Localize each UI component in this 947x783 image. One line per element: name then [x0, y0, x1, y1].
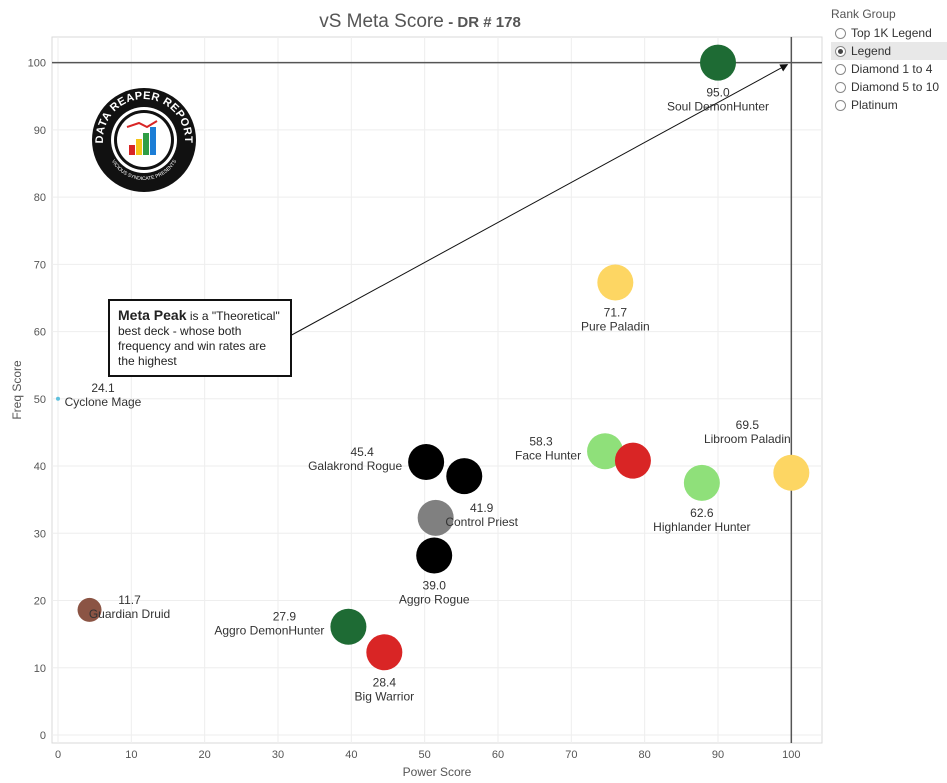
point-name-label: Highlander Hunter: [653, 520, 750, 534]
point-score-label: 27.9: [273, 610, 297, 624]
y-tick-label: 40: [34, 461, 46, 473]
point-score-label: 95.0: [706, 86, 730, 100]
point-name-label: Pure Paladin: [581, 319, 650, 333]
axes: 0 10 20 30 40 50 60 70 80 90 100 0 10 20 30 40 50 60 70 80 9…: [10, 58, 801, 779]
data-point: [683, 464, 720, 501]
rank-option-1[interactable]: Legend: [831, 42, 947, 60]
chart-title-main: vS Meta Score: [319, 11, 444, 32]
y-tick-label: 0: [40, 730, 46, 742]
data-reaper-logo: DATA REAPER REPORT VICIOUS SYNDICATE PRE…: [92, 88, 196, 192]
rank-option-label: Diamond 1 to 4: [851, 62, 933, 76]
point-score-label: 58.3: [529, 434, 553, 448]
rank-option-2[interactable]: Diamond 1 to 4: [831, 60, 947, 78]
data-point: [77, 597, 102, 622]
data-point: [417, 499, 454, 536]
chart-title-sub: - DR # 178: [448, 14, 521, 31]
x-tick-label: 50: [419, 749, 431, 761]
rank-option-label: Platinum: [851, 98, 898, 112]
y-tick-label: 100: [28, 58, 46, 70]
radio-icon[interactable]: [835, 27, 846, 39]
data-point: [446, 458, 483, 495]
data-point: [773, 454, 810, 491]
rank-option-0[interactable]: Top 1K Legend: [831, 24, 947, 42]
chart-title: vS Meta Score - DR # 178: [270, 11, 570, 33]
y-tick-label: 90: [34, 125, 46, 137]
point-score-label: 28.4: [373, 675, 397, 689]
rank-group-filter: Rank Group Top 1K Legend Legend Diamond 1 …: [831, 7, 947, 114]
point-score-label: 69.5: [736, 418, 760, 432]
point-name-label: Guardian Druid: [89, 607, 170, 621]
data-point: [597, 264, 634, 301]
x-tick-label: 100: [782, 749, 800, 761]
radio-icon[interactable]: [835, 63, 846, 75]
point-name-label: Libroom Paladin: [704, 432, 791, 446]
y-axis-label: Freq Score: [10, 360, 24, 420]
point-name-label: Soul DemonHunter: [667, 100, 769, 114]
x-tick-label: 60: [492, 749, 504, 761]
data-point: [416, 537, 453, 574]
rank-option-label: Legend: [851, 44, 892, 58]
point-name-label: Face Hunter: [515, 448, 581, 462]
plot-frame: [51, 36, 823, 744]
point-name-label: Big Warrior: [355, 689, 415, 703]
x-tick-label: 80: [639, 749, 651, 761]
data-point: [366, 634, 403, 671]
x-tick-label: 90: [712, 749, 724, 761]
x-tick-label: 20: [199, 749, 211, 761]
data-point: [408, 444, 445, 481]
y-tick-label: 50: [34, 394, 46, 406]
rank-option-label: Diamond 5 to 10: [851, 80, 940, 94]
radio-icon[interactable]: [835, 81, 846, 93]
point-name-label: Control Priest: [445, 515, 518, 529]
y-tick-label: 80: [34, 192, 46, 204]
point-score-label: 45.4: [350, 445, 374, 459]
rank-option-label: Top 1K Legend: [851, 26, 932, 40]
data-point: [614, 442, 651, 479]
point-score-label: 11.7: [118, 593, 141, 607]
x-axis-label: Power Score: [403, 765, 472, 779]
data-points: [56, 44, 810, 671]
y-tick-label: 30: [34, 528, 46, 540]
point-name-label: Cyclone Mage: [65, 395, 142, 409]
point-name-label: Aggro DemonHunter: [214, 624, 324, 638]
data-point: [587, 433, 624, 470]
point-score-label: 71.7: [604, 305, 628, 319]
radio-icon[interactable]: [835, 99, 846, 111]
y-tick-label: 20: [34, 596, 46, 608]
x-tick-label: 70: [565, 749, 577, 761]
x-tick-label: 30: [272, 749, 284, 761]
y-tick-label: 60: [34, 327, 46, 339]
rank-option-3[interactable]: Diamond 5 to 10: [831, 78, 947, 96]
meta-peak-label: Meta Peak: [118, 307, 187, 323]
meta-peak-note: Meta Peak is a "Theoretical" best deck -…: [108, 299, 292, 377]
point-score-label: 39.0: [423, 578, 447, 592]
data-point: [330, 608, 367, 645]
data-point: [700, 44, 736, 81]
y-tick-label: 10: [34, 663, 46, 675]
point-name-label: Galakrond Rogue: [308, 459, 402, 473]
x-tick-label: 0: [55, 749, 61, 761]
rank-option-4[interactable]: Platinum: [831, 96, 947, 114]
meta-peak-text: is a "Theoretical" best deck - whose bot…: [118, 309, 280, 368]
point-name-label: Aggro Rogue: [399, 592, 470, 606]
point-score-label: 41.9: [470, 501, 494, 515]
point-score-label: 24.1: [91, 381, 115, 395]
meta-peak-arrow: [287, 64, 789, 338]
point-score-label: 62.6: [690, 506, 714, 520]
grid: [51, 36, 823, 744]
x-tick-label: 40: [345, 749, 357, 761]
rank-group-title: Rank Group: [831, 7, 896, 21]
data-point: [56, 396, 60, 401]
radio-icon[interactable]: [835, 45, 846, 57]
y-tick-label: 70: [34, 259, 46, 271]
x-tick-label: 10: [125, 749, 137, 761]
